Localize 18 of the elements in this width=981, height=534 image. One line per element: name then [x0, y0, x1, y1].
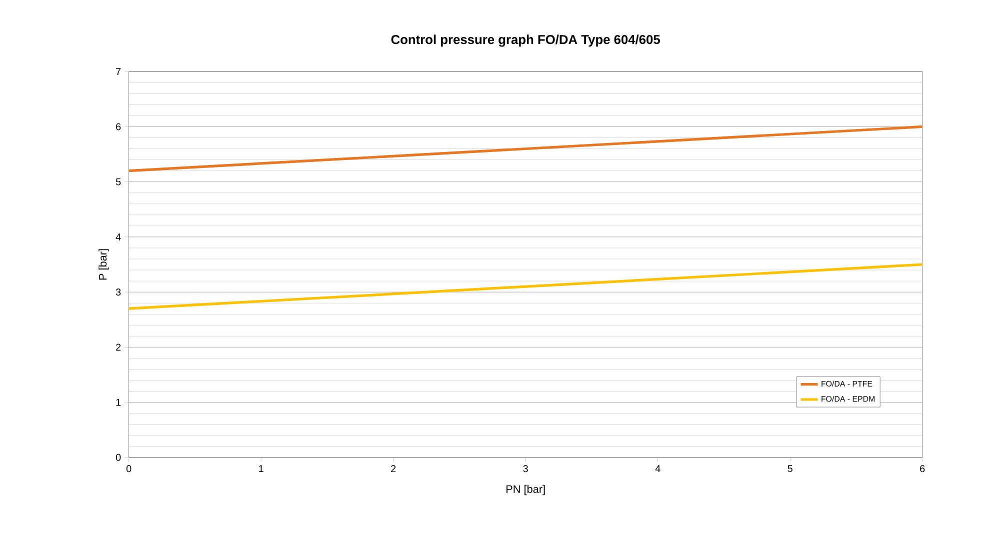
y-tick-label: 7: [116, 68, 121, 75]
x-tick-label: 5: [788, 465, 792, 472]
y-tick-label: 0: [116, 454, 121, 461]
chart-title: Control pressure graph FO/DA Type 604/605: [391, 34, 660, 47]
y-tick-label: 1: [116, 398, 121, 406]
y-tick-label: 5: [116, 178, 121, 186]
y-tick-label: 3: [116, 288, 121, 296]
x-tick-label: 0: [126, 465, 132, 472]
y-axis-title: P [bar]: [98, 249, 109, 280]
x-axis-title: PN [bar]: [506, 484, 545, 496]
x-tick-label: 4: [655, 465, 660, 472]
y-tick-label: 6: [116, 123, 121, 130]
y-tick-label: 2: [116, 344, 121, 351]
x-tick-label: 2: [391, 465, 396, 472]
x-tick-label: 3: [523, 465, 528, 472]
x-tick-label: 1: [259, 465, 264, 472]
y-tick-label: 4: [116, 234, 121, 240]
x-tick-label: 6: [920, 465, 925, 472]
